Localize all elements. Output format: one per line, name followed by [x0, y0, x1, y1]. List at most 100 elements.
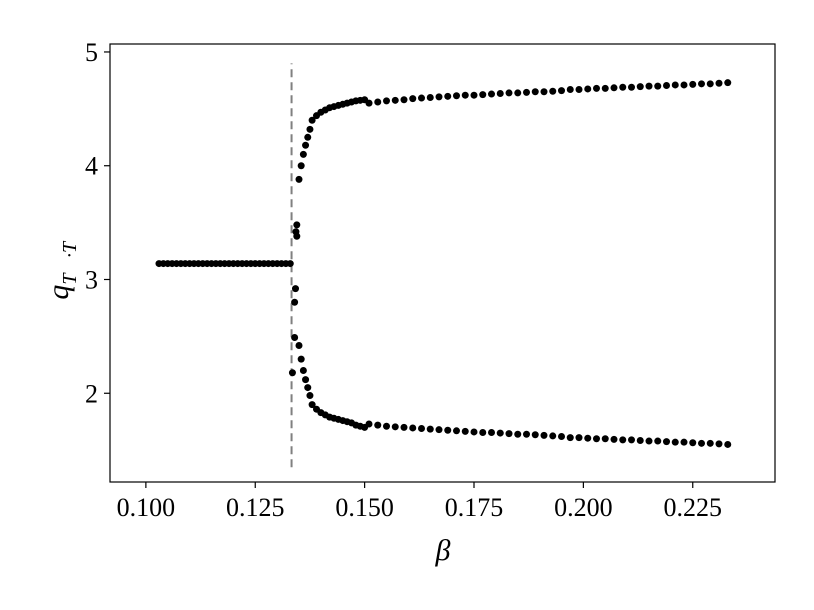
point	[435, 93, 443, 101]
point	[479, 429, 487, 437]
x-tick-label: 0.200	[554, 493, 613, 522]
point	[409, 95, 417, 103]
point	[654, 437, 662, 445]
point	[689, 80, 697, 88]
point	[593, 435, 600, 443]
point	[505, 89, 513, 97]
point	[715, 440, 723, 448]
point	[531, 88, 539, 96]
y-tick-label: 3	[85, 265, 98, 294]
point	[628, 436, 635, 444]
point	[306, 392, 314, 400]
point	[306, 125, 314, 133]
point	[680, 438, 688, 446]
point	[584, 434, 592, 442]
point	[292, 228, 300, 236]
point	[663, 438, 670, 446]
point	[680, 81, 688, 89]
y-tick-label: 5	[85, 38, 98, 67]
point	[566, 86, 574, 94]
point	[671, 438, 679, 446]
point	[304, 384, 312, 392]
point	[374, 98, 382, 106]
point	[540, 431, 548, 439]
point	[391, 96, 399, 104]
point	[297, 355, 305, 363]
point	[293, 221, 301, 229]
point	[435, 426, 443, 434]
x-tick-label: 0.150	[335, 493, 394, 522]
point	[302, 376, 310, 384]
point	[724, 79, 732, 87]
point	[514, 89, 522, 97]
point	[409, 424, 417, 432]
point	[566, 434, 574, 442]
point	[654, 82, 662, 90]
point	[724, 440, 732, 448]
point	[286, 260, 294, 268]
point	[549, 432, 557, 440]
point	[645, 82, 653, 90]
point	[295, 175, 303, 183]
point	[523, 430, 530, 438]
point	[391, 423, 399, 431]
x-axis-label: β	[435, 534, 451, 567]
point	[496, 429, 504, 437]
point	[383, 97, 390, 105]
x-tick-label: 0.225	[664, 493, 723, 522]
point	[426, 93, 434, 101]
point	[453, 427, 460, 435]
point	[291, 334, 299, 342]
point	[444, 92, 452, 100]
point	[514, 430, 522, 438]
x-tick-label: 0.100	[117, 493, 176, 522]
point	[558, 87, 565, 95]
point	[689, 439, 697, 447]
point	[291, 298, 299, 306]
point	[288, 369, 296, 377]
point	[619, 83, 627, 91]
point	[636, 436, 644, 444]
y-axis-label-main: q	[42, 285, 75, 300]
y-axis-label-sub: T⃗·T⃗	[59, 226, 81, 284]
point	[488, 90, 495, 98]
point	[488, 429, 495, 437]
point	[479, 91, 487, 99]
point	[453, 92, 460, 100]
point	[698, 80, 705, 88]
point	[400, 96, 408, 104]
point	[540, 88, 548, 96]
point	[418, 425, 425, 433]
point	[374, 421, 382, 429]
point	[575, 86, 583, 94]
point	[299, 150, 307, 158]
point	[558, 432, 565, 440]
point	[549, 87, 557, 95]
point	[706, 80, 714, 88]
point	[671, 81, 679, 89]
y-tick-label: 4	[85, 152, 98, 181]
point	[523, 88, 530, 96]
point	[461, 91, 469, 99]
point	[302, 141, 310, 149]
point	[299, 367, 307, 375]
point	[610, 435, 618, 443]
point	[308, 401, 316, 409]
point	[295, 341, 303, 349]
x-tick-label: 0.125	[226, 493, 285, 522]
point	[601, 84, 609, 92]
y-axis-label: qT⃗·T⃗	[42, 226, 81, 299]
point	[610, 84, 618, 92]
point	[470, 91, 478, 99]
y-tick-label: 2	[85, 379, 98, 408]
point	[496, 89, 504, 97]
point	[698, 439, 705, 447]
point	[575, 434, 583, 442]
point	[304, 133, 312, 141]
point	[470, 428, 478, 436]
point	[297, 162, 305, 170]
point	[365, 99, 373, 107]
point	[706, 439, 714, 447]
